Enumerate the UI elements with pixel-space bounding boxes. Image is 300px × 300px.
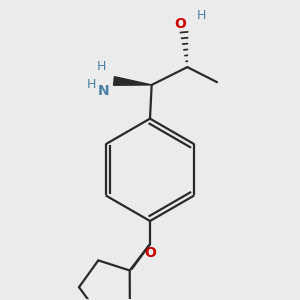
- Text: N: N: [98, 84, 109, 98]
- Text: H: H: [197, 9, 207, 22]
- Polygon shape: [114, 77, 152, 85]
- Text: O: O: [174, 16, 186, 31]
- Text: O: O: [145, 246, 157, 260]
- Text: H: H: [96, 60, 106, 73]
- Text: H: H: [86, 78, 96, 91]
